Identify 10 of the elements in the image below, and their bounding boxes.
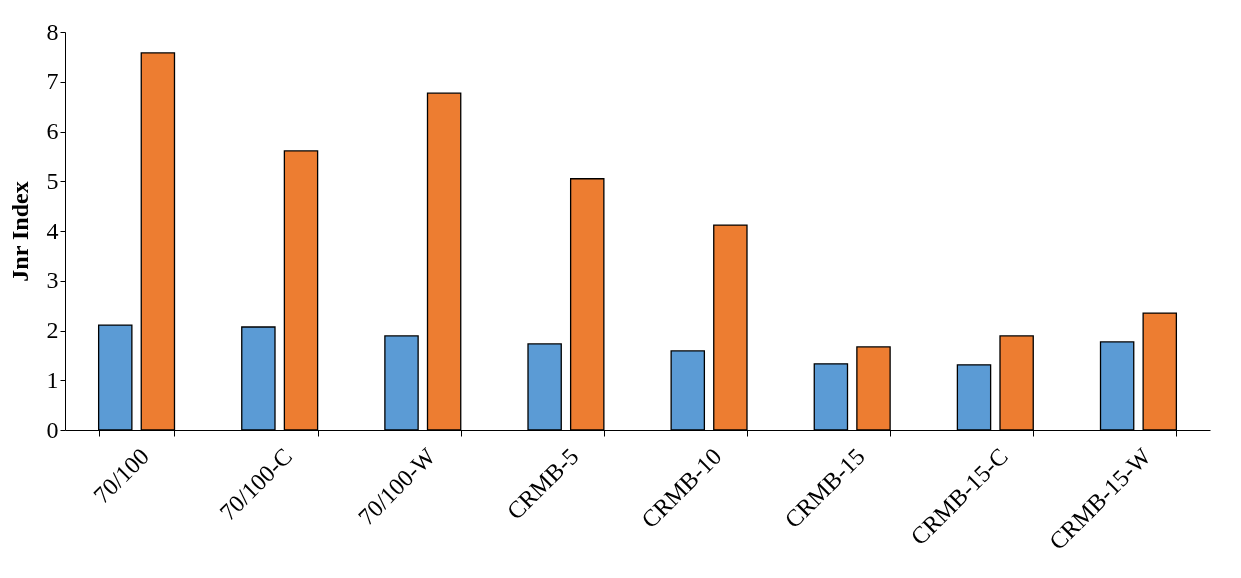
y-tick-label: 6: [46, 118, 59, 144]
y-tick-label: 1: [46, 366, 59, 393]
y-axis-title: Jnr Index: [6, 181, 33, 282]
y-tick-label: 4: [46, 217, 59, 244]
y-tick-label: 7: [46, 68, 59, 95]
y-tick-label: 2: [46, 317, 59, 343]
y-tick-label: 3: [46, 267, 59, 294]
y-tick-label: 0: [46, 416, 59, 443]
y-tick-label: 5: [46, 167, 59, 194]
y-tick-label: 8: [46, 18, 59, 45]
